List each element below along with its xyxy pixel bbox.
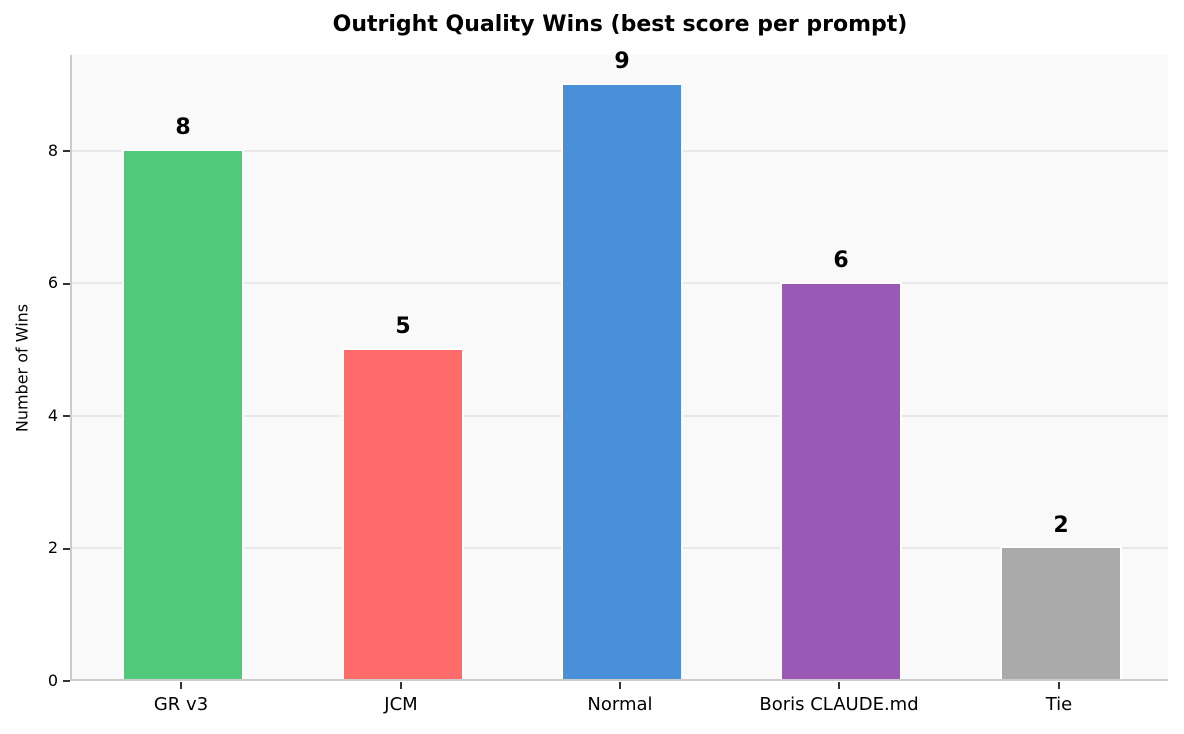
x-label-boris-claude-md: Boris CLAUDE.md bbox=[759, 694, 919, 715]
y-tick-6: 6 bbox=[47, 273, 58, 292]
x-tick-mark bbox=[619, 682, 621, 689]
bar-normal bbox=[561, 83, 683, 679]
value-label-boris-claude-md: 6 bbox=[833, 248, 849, 273]
y-tick-0: 0 bbox=[47, 671, 58, 690]
x-label-gr-v3: GR v3 bbox=[153, 694, 209, 715]
y-tick-mark bbox=[63, 548, 70, 550]
y-tick-mark bbox=[63, 415, 70, 417]
value-label-normal: 9 bbox=[614, 49, 630, 74]
y-tick-mark bbox=[63, 283, 70, 285]
y-axis-label: Number of Wins bbox=[12, 303, 32, 433]
bar-gr-v3 bbox=[122, 149, 244, 679]
x-tick-mark bbox=[400, 682, 402, 689]
x-tick-mark bbox=[1058, 682, 1060, 689]
value-label-jcm: 5 bbox=[395, 314, 411, 339]
x-label-tie: Tie bbox=[1045, 694, 1073, 715]
value-label-tie: 2 bbox=[1053, 513, 1069, 538]
y-tick-8: 8 bbox=[47, 141, 58, 160]
value-label-gr-v3: 8 bbox=[175, 115, 191, 140]
x-tick-mark bbox=[180, 682, 182, 689]
bar-boris-claude-md bbox=[780, 282, 902, 679]
y-tick-2: 2 bbox=[47, 538, 58, 557]
y-tick-4: 4 bbox=[47, 406, 58, 425]
chart-title: Outright Quality Wins (best score per pr… bbox=[332, 12, 908, 37]
y-tick-mark bbox=[63, 150, 70, 152]
x-tick-mark bbox=[838, 682, 840, 689]
plot-area: 8 5 9 6 2 bbox=[70, 49, 1168, 681]
bar-jcm bbox=[342, 348, 464, 679]
y-tick-mark bbox=[63, 680, 70, 682]
x-label-jcm: JCM bbox=[384, 694, 418, 715]
x-label-normal: Normal bbox=[587, 694, 653, 715]
bar-tie bbox=[1000, 546, 1122, 679]
